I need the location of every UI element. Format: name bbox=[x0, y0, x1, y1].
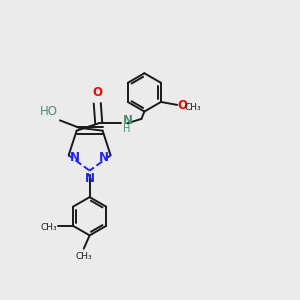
Text: N: N bbox=[99, 151, 109, 164]
Text: H: H bbox=[123, 124, 130, 134]
Text: CH₃: CH₃ bbox=[75, 252, 92, 261]
Text: CH₃: CH₃ bbox=[40, 223, 57, 232]
Text: N: N bbox=[85, 172, 94, 185]
Text: N: N bbox=[123, 114, 133, 127]
Text: O: O bbox=[92, 86, 102, 99]
Text: O: O bbox=[178, 99, 188, 112]
Text: N: N bbox=[70, 151, 80, 164]
Text: HO: HO bbox=[40, 105, 58, 118]
Text: CH₃: CH₃ bbox=[184, 103, 201, 112]
